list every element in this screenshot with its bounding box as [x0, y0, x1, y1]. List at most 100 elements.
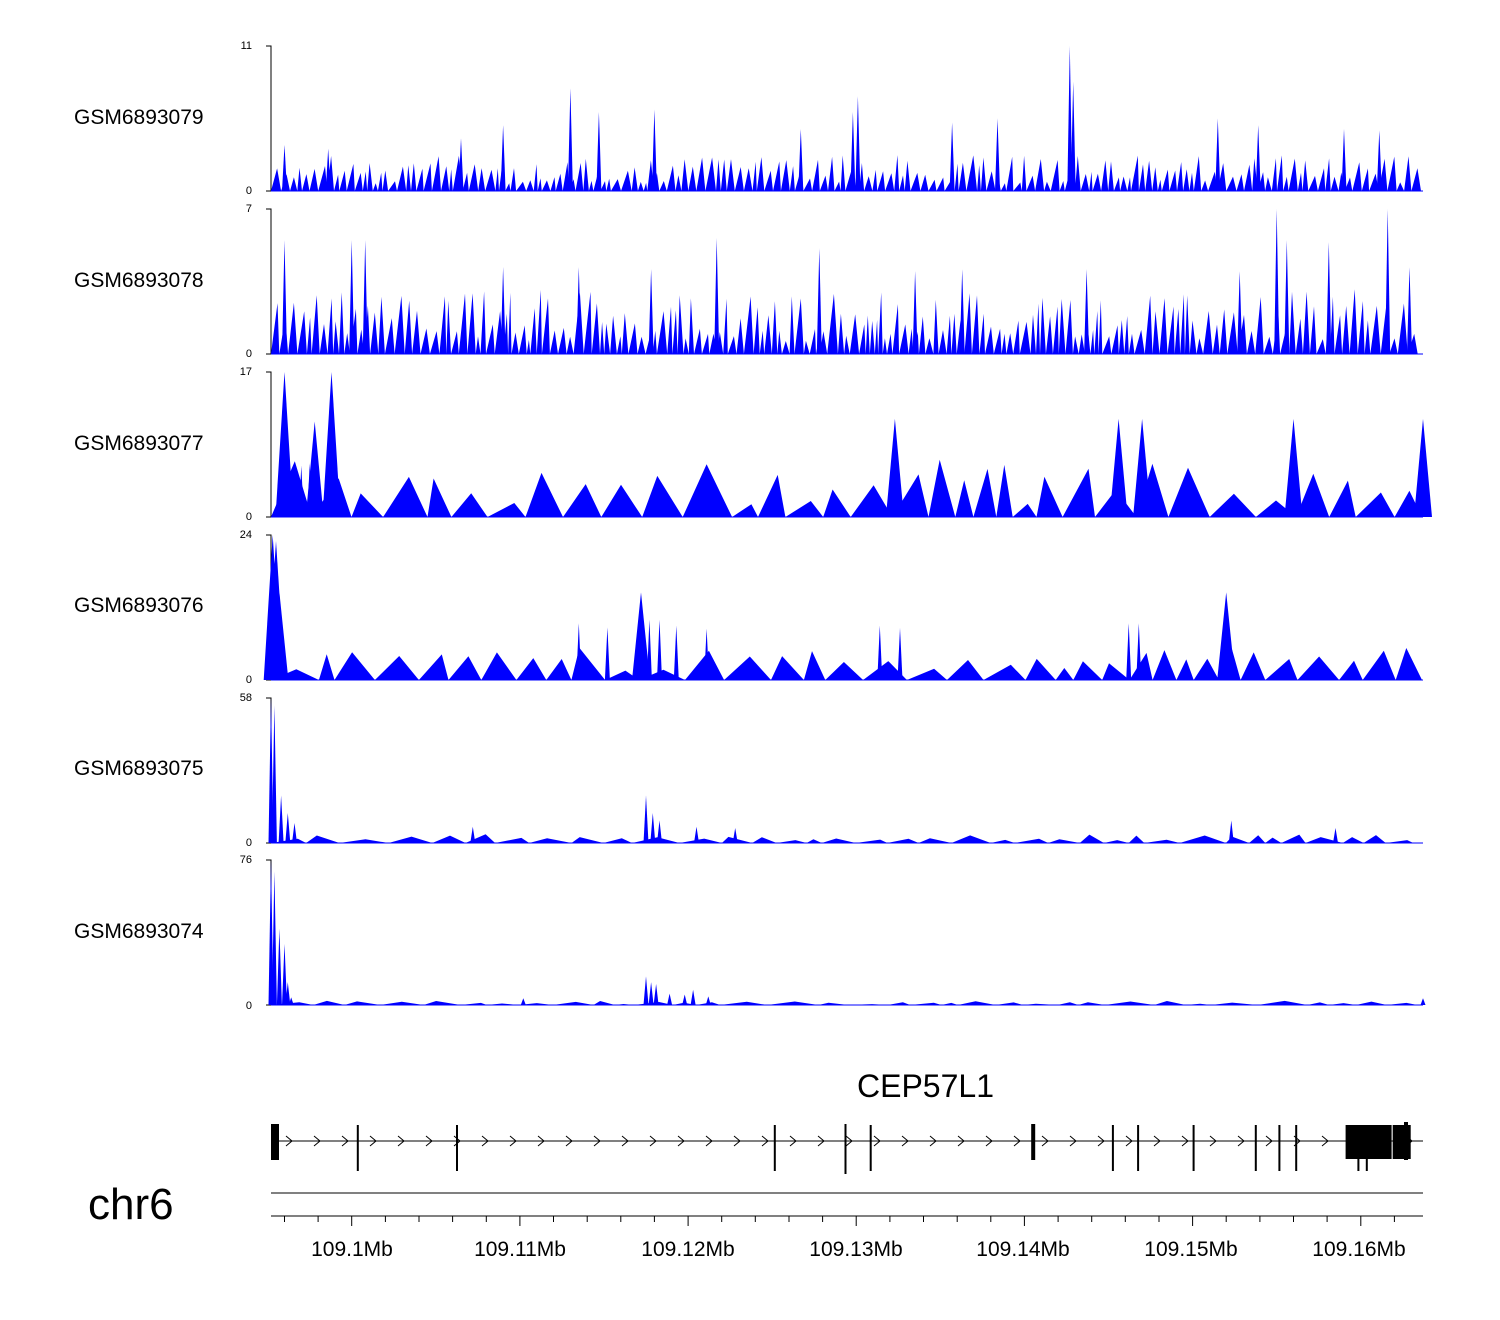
- exon: [1137, 1125, 1140, 1171]
- coverage-track: [266, 208, 1423, 355]
- exon: [1192, 1125, 1195, 1171]
- coverage-peak: [855, 96, 861, 191]
- exon: [356, 1125, 359, 1171]
- strand-arrow: [817, 1135, 825, 1147]
- ymin-label: 0: [245, 348, 252, 360]
- strand-arrow: [1153, 1135, 1161, 1147]
- strand-arrow: [649, 1135, 657, 1147]
- strand-arrow: [1013, 1135, 1021, 1147]
- coverage-peak: [520, 998, 526, 1005]
- coverage-track: [263, 534, 1423, 681]
- coverage-peak: [285, 982, 291, 1005]
- coverage-peak: [275, 372, 294, 517]
- strand-arrow: [957, 1135, 965, 1147]
- coverage-area: [271, 834, 1423, 843]
- exon: [1254, 1125, 1257, 1171]
- track-label-gsm6893074: GSM6893074: [74, 920, 204, 943]
- strand-arrow: [397, 1135, 405, 1147]
- axis-tick-label: 109.16Mb: [1312, 1238, 1406, 1261]
- ymax-label: 76: [239, 854, 252, 866]
- strand-arrow: [1321, 1135, 1329, 1147]
- strand-arrow: [845, 1135, 853, 1147]
- coverage-peak: [1414, 418, 1432, 517]
- strand-arrow: [1041, 1135, 1049, 1147]
- coverage-peak: [1133, 418, 1152, 517]
- ymax-label: 58: [239, 692, 252, 704]
- coverage-peak: [1228, 820, 1234, 843]
- coverage-peak: [458, 138, 464, 191]
- coverage-peak: [1067, 46, 1073, 191]
- coverage-peak: [704, 628, 710, 680]
- ymax-label: 17: [239, 366, 252, 378]
- strand-arrow: [677, 1135, 685, 1147]
- exon: [1365, 1125, 1368, 1171]
- coverage-peak: [959, 269, 965, 354]
- coverage-peak: [322, 372, 341, 517]
- gene-name-label: CEP57L1: [857, 1068, 994, 1104]
- coverage-peak: [285, 813, 291, 843]
- exon: [1111, 1125, 1114, 1171]
- axis-tick-label: 109.1Mb: [311, 1238, 393, 1261]
- coverage-area: [271, 289, 1423, 354]
- coverage-peak: [362, 240, 368, 354]
- coverage-peak: [596, 111, 602, 191]
- strand-arrow: [537, 1135, 545, 1147]
- coverage-peak: [268, 698, 274, 843]
- strand-arrow: [789, 1135, 797, 1147]
- coverage-track: [266, 859, 1426, 1006]
- track-label-gsm6893079: GSM6893079: [74, 106, 204, 129]
- coverage-peak: [576, 267, 582, 354]
- chromosome-label: chr6: [88, 1180, 174, 1229]
- coverage-track: [266, 697, 1423, 844]
- coverage-peak: [1237, 271, 1243, 354]
- ymin-label: 0: [245, 674, 252, 686]
- coverage-peak: [604, 627, 610, 680]
- exon: [1278, 1125, 1281, 1171]
- coverage-peak: [268, 860, 274, 1005]
- exon: [844, 1124, 847, 1174]
- exon: [869, 1125, 872, 1171]
- coverage-peak: [949, 122, 955, 191]
- coverage-peak: [667, 993, 673, 1005]
- axis-tick-label: 109.12Mb: [641, 1238, 735, 1261]
- coverage-peak: [877, 625, 883, 680]
- coverage-peak: [298, 465, 304, 517]
- coverage-peak: [1136, 623, 1142, 680]
- coverage-peak: [1376, 130, 1382, 191]
- coverage-peak: [646, 619, 652, 680]
- coverage-peak: [648, 269, 654, 354]
- coverage-tracks: [263, 45, 1432, 1006]
- strand-arrow: [761, 1135, 769, 1147]
- coverage-peak: [653, 984, 659, 1005]
- coverage-peak: [643, 795, 649, 843]
- coverage-peak: [1284, 418, 1303, 517]
- coverage-peak: [292, 823, 297, 843]
- exon: [271, 1124, 279, 1160]
- coverage-peak: [282, 943, 287, 1005]
- strand-arrow: [369, 1135, 377, 1147]
- strand-arrow: [901, 1135, 909, 1147]
- exon: [1345, 1125, 1392, 1159]
- strand-arrow: [1069, 1135, 1077, 1147]
- coverage-peak: [995, 118, 1000, 191]
- coverage-peak: [1109, 418, 1128, 517]
- coverage-peak: [1215, 118, 1221, 191]
- coverage-peak: [690, 989, 696, 1005]
- coverage-peak: [657, 820, 662, 843]
- coverage-peak: [1341, 129, 1347, 191]
- coverage-peak: [282, 240, 287, 354]
- coverage-peak: [732, 828, 738, 843]
- strand-arrow: [733, 1135, 741, 1147]
- exon: [1295, 1125, 1298, 1171]
- coverage-peak: [850, 111, 856, 191]
- coverage-peak: [1255, 125, 1261, 191]
- coverage-peak: [650, 813, 656, 843]
- strand-arrow: [1097, 1135, 1105, 1147]
- coverage-peak: [1407, 267, 1412, 354]
- strand-arrow: [1209, 1135, 1217, 1147]
- strand-arrow: [341, 1135, 349, 1147]
- coverage-peak: [325, 148, 331, 191]
- axis-tick-label: 109.13Mb: [809, 1238, 903, 1261]
- coverage-peak: [1333, 828, 1338, 843]
- y-axis: [266, 45, 272, 192]
